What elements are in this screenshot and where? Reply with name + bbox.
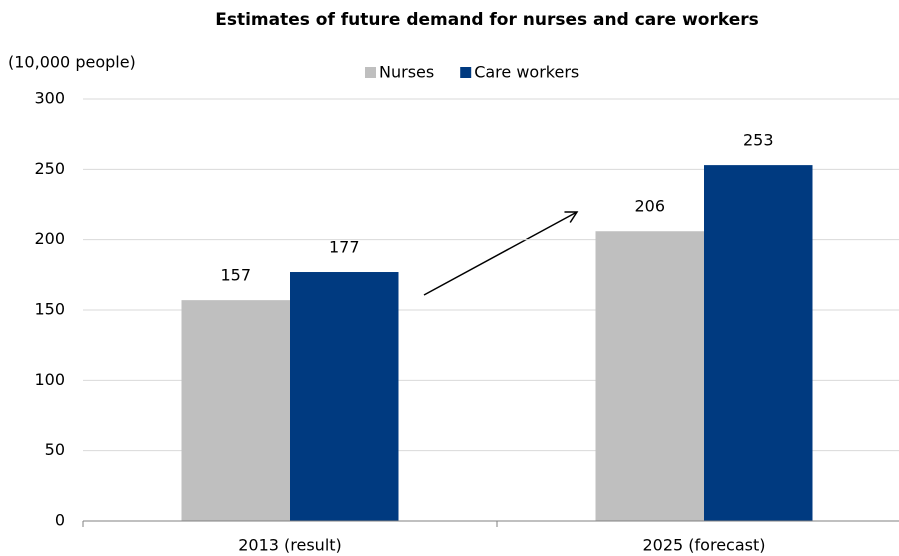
x-tick-label: 2013 (result) [238,536,342,555]
bar [704,165,813,521]
y-axis-label: (10,000 people) [8,53,136,72]
legend-label: Nurses [379,63,434,82]
chart-title: Estimates of future demand for nurses an… [215,10,759,30]
data-label: 206 [634,197,665,216]
y-tick-label: 150 [34,300,65,319]
y-tick-label: 100 [34,370,65,389]
data-label: 253 [743,131,774,150]
legend-swatch [460,67,472,78]
y-tick-label: 250 [34,159,65,178]
y-tick-label: 200 [34,229,65,248]
legend-swatch [365,67,376,78]
y-tick-label: 50 [45,440,65,459]
y-tick-label: 300 [34,89,65,108]
bar [595,231,704,521]
data-label: 177 [329,238,360,257]
y-tick-label: 0 [55,511,65,530]
trend-arrow [423,211,579,296]
bar [290,272,399,521]
data-label: 157 [220,266,251,285]
x-tick-label: 2025 (forecast) [643,536,766,555]
legend-label: Care workers [474,63,579,82]
bar [181,300,290,521]
